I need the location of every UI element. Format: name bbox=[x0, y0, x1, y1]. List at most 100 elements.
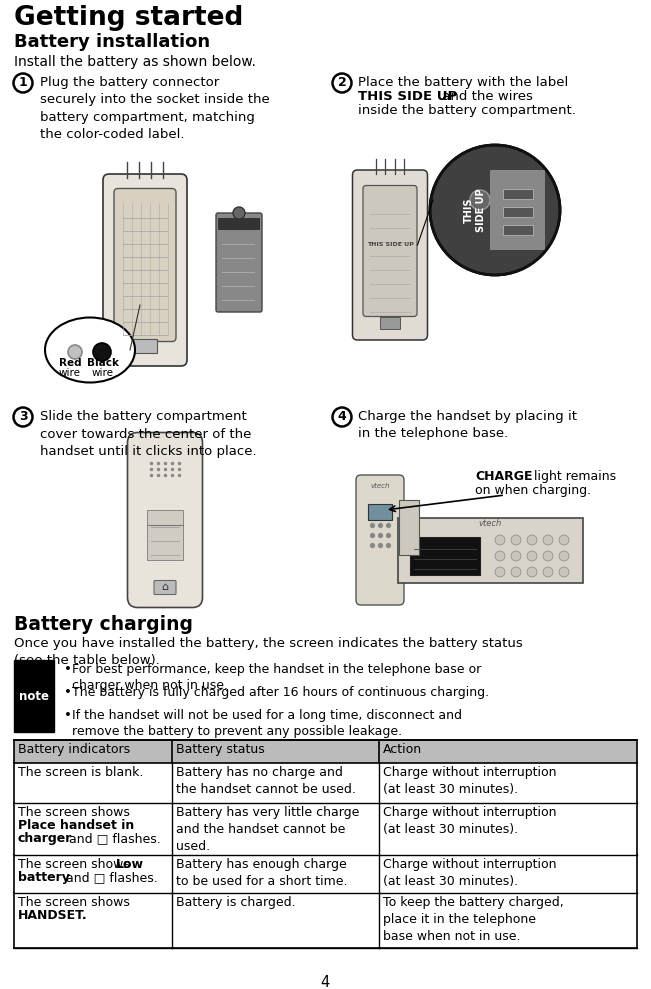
Text: light remains: light remains bbox=[530, 470, 616, 483]
Circle shape bbox=[93, 343, 111, 361]
Bar bbox=[14, 740, 637, 763]
FancyBboxPatch shape bbox=[154, 581, 176, 594]
Text: Battery has no charge and
the handset cannot be used.: Battery has no charge and the handset ca… bbox=[176, 766, 356, 796]
Text: •: • bbox=[64, 709, 72, 722]
Text: and □ flashes.: and □ flashes. bbox=[65, 832, 161, 845]
Text: HANDSET.: HANDSET. bbox=[18, 909, 88, 922]
Bar bbox=[503, 207, 533, 217]
Text: 1: 1 bbox=[19, 76, 27, 89]
Circle shape bbox=[511, 551, 521, 561]
Circle shape bbox=[543, 535, 553, 545]
Text: charger: charger bbox=[18, 832, 72, 845]
Text: Battery status: Battery status bbox=[176, 743, 265, 756]
Text: Plug the battery connector
securely into the socket inside the
battery compartme: Plug the battery connector securely into… bbox=[40, 76, 270, 141]
Bar bbox=[368, 504, 392, 520]
Text: Charge the handset by placing it
in the telephone base.: Charge the handset by placing it in the … bbox=[358, 410, 577, 440]
FancyBboxPatch shape bbox=[363, 186, 417, 316]
Text: THIS SIDE UP: THIS SIDE UP bbox=[358, 90, 457, 103]
Text: wire: wire bbox=[92, 368, 114, 378]
Text: Getting started: Getting started bbox=[14, 5, 243, 31]
Bar bbox=[218, 218, 260, 230]
Text: Charge without interruption
(at least 30 minutes).: Charge without interruption (at least 30… bbox=[383, 858, 557, 888]
Bar bbox=[410, 536, 480, 575]
Text: on when charging.: on when charging. bbox=[475, 484, 591, 497]
Circle shape bbox=[559, 551, 569, 561]
FancyBboxPatch shape bbox=[216, 213, 262, 312]
Text: The screen shows: The screen shows bbox=[18, 896, 130, 909]
Bar bbox=[399, 500, 419, 555]
Text: For best performance, keep the handset in the telephone base or
charger when not: For best performance, keep the handset i… bbox=[72, 663, 481, 692]
Text: Battery installation: Battery installation bbox=[14, 33, 210, 51]
FancyBboxPatch shape bbox=[352, 170, 428, 340]
Text: CHARGE: CHARGE bbox=[475, 470, 533, 483]
Circle shape bbox=[543, 567, 553, 577]
Text: •: • bbox=[64, 663, 72, 676]
Text: Once you have installed the battery, the screen indicates the battery status
(se: Once you have installed the battery, the… bbox=[14, 637, 523, 667]
Bar bbox=[380, 317, 400, 329]
Text: Black: Black bbox=[87, 358, 119, 368]
Text: Battery charging: Battery charging bbox=[14, 615, 193, 634]
Circle shape bbox=[470, 190, 490, 210]
Text: Install the battery as shown below.: Install the battery as shown below. bbox=[14, 55, 256, 69]
Circle shape bbox=[527, 551, 537, 561]
Bar bbox=[490, 170, 545, 250]
FancyBboxPatch shape bbox=[128, 432, 202, 607]
Bar bbox=[398, 517, 583, 583]
Text: The screen is blank.: The screen is blank. bbox=[18, 766, 143, 779]
Text: battery: battery bbox=[18, 871, 70, 884]
Text: 2: 2 bbox=[338, 76, 346, 89]
Text: Charge without interruption
(at least 30 minutes).: Charge without interruption (at least 30… bbox=[383, 806, 557, 836]
Circle shape bbox=[543, 551, 553, 561]
Circle shape bbox=[233, 207, 245, 219]
Text: Battery has very little charge
and the handset cannot be
used.: Battery has very little charge and the h… bbox=[176, 806, 359, 853]
Text: Battery indicators: Battery indicators bbox=[18, 743, 130, 756]
Circle shape bbox=[559, 535, 569, 545]
Text: If the handset will not be used for a long time, disconnect and
remove the batte: If the handset will not be used for a lo… bbox=[72, 709, 462, 739]
Circle shape bbox=[511, 535, 521, 545]
Circle shape bbox=[495, 551, 505, 561]
Text: The battery is fully charged after 16 hours of continuous charging.: The battery is fully charged after 16 ho… bbox=[72, 686, 489, 699]
Text: Slide the battery compartment
cover towards the center of the
handset until it c: Slide the battery compartment cover towa… bbox=[40, 410, 256, 458]
Text: vtech: vtech bbox=[478, 518, 502, 527]
Text: The screen shows: The screen shows bbox=[18, 858, 134, 871]
Text: vtech: vtech bbox=[370, 483, 390, 489]
Text: Low: Low bbox=[116, 858, 144, 871]
Text: Battery is charged.: Battery is charged. bbox=[176, 896, 296, 909]
Circle shape bbox=[527, 535, 537, 545]
Circle shape bbox=[495, 535, 505, 545]
Bar bbox=[14, 660, 54, 732]
Text: THIS SIDE UP: THIS SIDE UP bbox=[367, 242, 413, 247]
Text: and □ flashes.: and □ flashes. bbox=[62, 871, 158, 884]
Text: Place handset in: Place handset in bbox=[18, 819, 134, 832]
Text: ⌂: ⌂ bbox=[161, 583, 169, 592]
Text: To keep the battery charged,
place it in the telephone
base when not in use.: To keep the battery charged, place it in… bbox=[383, 896, 564, 943]
Text: Action: Action bbox=[383, 743, 422, 756]
Text: wire: wire bbox=[59, 368, 81, 378]
Ellipse shape bbox=[45, 317, 135, 383]
Circle shape bbox=[68, 345, 82, 359]
Text: and the wires: and the wires bbox=[438, 90, 533, 103]
Text: Battery has enough charge
to be used for a short time.: Battery has enough charge to be used for… bbox=[176, 858, 348, 888]
Bar bbox=[503, 189, 533, 199]
Text: inside the battery compartment.: inside the battery compartment. bbox=[358, 104, 576, 117]
Circle shape bbox=[527, 567, 537, 577]
Text: Red: Red bbox=[59, 358, 81, 368]
Text: 4: 4 bbox=[320, 975, 329, 989]
Text: THIS
SIDE UP: THIS SIDE UP bbox=[464, 188, 486, 231]
Text: •: • bbox=[64, 686, 72, 699]
FancyBboxPatch shape bbox=[114, 189, 176, 341]
Bar bbox=[133, 339, 157, 353]
Text: 4: 4 bbox=[338, 410, 346, 423]
Circle shape bbox=[559, 567, 569, 577]
Circle shape bbox=[495, 567, 505, 577]
FancyBboxPatch shape bbox=[103, 174, 187, 366]
Bar bbox=[147, 510, 183, 560]
Text: note: note bbox=[19, 689, 49, 702]
Text: The screen shows: The screen shows bbox=[18, 806, 130, 819]
Circle shape bbox=[511, 567, 521, 577]
Text: Charge without interruption
(at least 30 minutes).: Charge without interruption (at least 30… bbox=[383, 766, 557, 796]
FancyBboxPatch shape bbox=[356, 475, 404, 605]
Text: 3: 3 bbox=[19, 410, 27, 423]
Bar bbox=[503, 225, 533, 235]
Circle shape bbox=[430, 145, 560, 275]
